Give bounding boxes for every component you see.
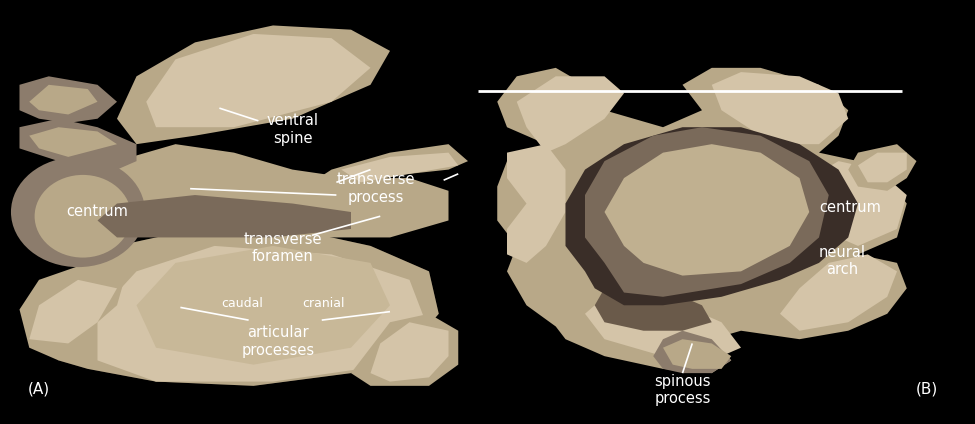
Polygon shape bbox=[712, 72, 848, 144]
Polygon shape bbox=[49, 229, 439, 386]
Text: neural
arch: neural arch bbox=[819, 245, 866, 277]
Text: spinous
process: spinous process bbox=[654, 374, 711, 406]
Polygon shape bbox=[585, 297, 741, 360]
Polygon shape bbox=[585, 127, 829, 297]
Polygon shape bbox=[20, 119, 136, 170]
Polygon shape bbox=[604, 144, 809, 276]
Polygon shape bbox=[20, 76, 117, 123]
Polygon shape bbox=[848, 144, 916, 191]
Polygon shape bbox=[809, 161, 907, 246]
Polygon shape bbox=[29, 280, 117, 343]
Polygon shape bbox=[146, 34, 370, 127]
Polygon shape bbox=[98, 144, 448, 237]
Text: ventral
spine: ventral spine bbox=[266, 113, 319, 145]
Text: caudal: caudal bbox=[221, 297, 262, 310]
Polygon shape bbox=[117, 25, 390, 144]
Polygon shape bbox=[136, 246, 390, 365]
Polygon shape bbox=[341, 153, 458, 182]
Text: transverse
process: transverse process bbox=[336, 173, 415, 205]
Polygon shape bbox=[20, 263, 127, 360]
Polygon shape bbox=[351, 314, 458, 386]
Polygon shape bbox=[653, 331, 731, 373]
Text: cranial: cranial bbox=[302, 297, 345, 310]
Text: centrum: centrum bbox=[819, 200, 880, 215]
Polygon shape bbox=[517, 76, 624, 153]
Polygon shape bbox=[663, 339, 731, 369]
Polygon shape bbox=[98, 246, 429, 382]
Polygon shape bbox=[29, 127, 117, 157]
Polygon shape bbox=[566, 127, 858, 305]
Polygon shape bbox=[507, 144, 566, 263]
Text: transverse
foramen: transverse foramen bbox=[244, 232, 322, 264]
Polygon shape bbox=[370, 322, 448, 382]
Polygon shape bbox=[29, 85, 98, 114]
Polygon shape bbox=[49, 229, 439, 386]
Polygon shape bbox=[595, 280, 712, 331]
Polygon shape bbox=[780, 254, 897, 331]
Ellipse shape bbox=[35, 175, 131, 258]
Ellipse shape bbox=[11, 157, 145, 267]
Text: (B): (B) bbox=[916, 382, 938, 396]
Polygon shape bbox=[312, 144, 468, 187]
Polygon shape bbox=[497, 68, 907, 373]
Polygon shape bbox=[858, 153, 907, 182]
Polygon shape bbox=[98, 195, 351, 237]
Text: centrum: centrum bbox=[66, 204, 128, 220]
Text: (A): (A) bbox=[27, 382, 50, 396]
Text: articular
processes: articular processes bbox=[242, 325, 314, 357]
